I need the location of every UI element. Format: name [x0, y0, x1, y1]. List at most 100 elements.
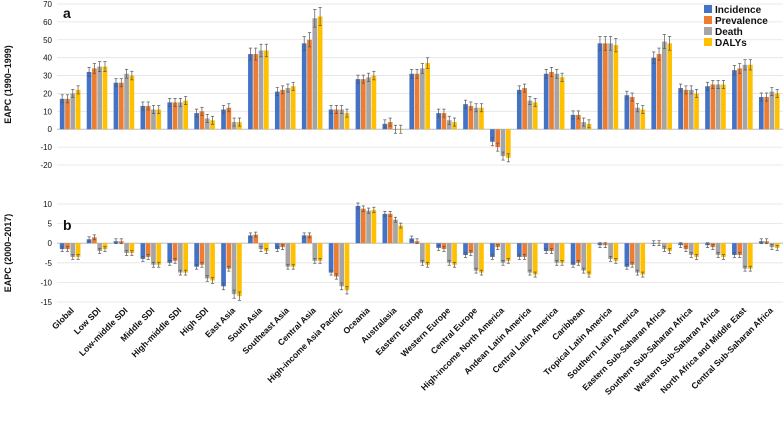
error-bar [124, 68, 129, 79]
error-bar [506, 258, 510, 264]
error-bar [598, 242, 602, 248]
bar-incidence-17 [516, 89, 522, 130]
legend-label-dalys: DALYs [715, 38, 747, 49]
error-bar [200, 106, 204, 116]
error-bar [173, 258, 177, 264]
bar-dalys-20 [613, 45, 619, 130]
bar-death-22 [662, 41, 667, 130]
bar-prevalence-10 [334, 243, 339, 277]
error-bar [329, 269, 333, 276]
bar-dalys-10 [344, 113, 350, 130]
error-bar [119, 238, 123, 245]
bar-death-10 [339, 109, 345, 130]
error-bar [92, 63, 96, 74]
bar-prevalence-25 [737, 68, 743, 130]
bar-incidence-7 [248, 235, 253, 244]
bar-dalys-14 [452, 243, 457, 265]
bar-prevalence-21 [629, 97, 635, 130]
error-bar [178, 98, 182, 107]
error-bar [345, 108, 349, 118]
bar-death-1 [97, 66, 103, 130]
error-bar [420, 63, 424, 74]
error-bar [517, 254, 521, 260]
error-bar [662, 246, 666, 252]
error-bar [275, 87, 279, 97]
error-bar [98, 248, 102, 254]
bar-dalys-20 [613, 243, 619, 261]
error-bar [281, 85, 285, 95]
error-bar [227, 103, 231, 113]
error-bar [732, 65, 737, 76]
bar-death-6 [231, 243, 237, 295]
error-bar [679, 83, 683, 93]
error-bar [232, 117, 236, 127]
bar-incidence-15 [463, 104, 468, 130]
error-bar [178, 269, 182, 276]
error-bar [65, 246, 70, 252]
error-bar [657, 240, 661, 246]
bar-incidence-6 [221, 243, 226, 287]
error-bar [549, 248, 554, 254]
error-bar [366, 207, 371, 214]
legend-label-death: Death [715, 27, 743, 38]
legend-swatch-prevalence [704, 16, 712, 24]
error-bar [71, 254, 75, 260]
bar-incidence-7 [248, 54, 253, 130]
bar-dalys-24 [721, 84, 726, 130]
bar-death-22 [662, 243, 667, 250]
bar-prevalence-4 [172, 102, 178, 130]
bar-incidence-17 [516, 243, 522, 257]
error-bar [560, 260, 564, 266]
error-bar [684, 246, 688, 252]
error-bar [765, 238, 769, 245]
error-bar [571, 261, 575, 268]
bar-death-9 [312, 243, 318, 261]
error-bar [555, 260, 559, 266]
error-bar [544, 248, 548, 254]
error-bar [442, 108, 446, 118]
bar-incidence-16 [490, 129, 495, 142]
bar-prevalence-18 [549, 71, 554, 130]
bar-incidence-6 [221, 109, 226, 130]
bar-dalys-9 [317, 243, 323, 261]
error-bar [528, 96, 532, 105]
bar-dalys-3 [156, 243, 162, 265]
y-tick-label: 40 [43, 54, 52, 63]
bar-death-4 [178, 243, 183, 273]
bar-death-0 [70, 93, 76, 130]
error-bar [130, 70, 134, 81]
bar-dalys-24 [721, 243, 726, 257]
error-bar [523, 83, 527, 93]
error-bar [383, 119, 387, 129]
error-bar [452, 117, 457, 127]
error-bar [625, 90, 629, 100]
error-bar [184, 269, 188, 276]
error-bar [281, 244, 285, 250]
error-bar [259, 246, 263, 252]
bar-incidence-21 [624, 243, 630, 267]
bar-prevalence-5 [199, 111, 205, 130]
bar-prevalence-24 [710, 84, 716, 130]
bar-death-18 [554, 243, 560, 263]
error-bar [130, 250, 134, 256]
error-bar [668, 248, 672, 254]
bar-dalys-8 [290, 86, 296, 130]
bar-prevalence-0 [65, 98, 70, 130]
error-bar [103, 61, 107, 72]
y-tick-label: -20 [40, 161, 52, 170]
bar-incidence-10 [328, 109, 334, 130]
bar-prevalence-8 [280, 89, 285, 130]
bar-dalys-6 [237, 243, 242, 297]
error-bar [426, 57, 430, 69]
error-bar [496, 244, 500, 250]
category-label: Global [50, 305, 76, 331]
error-bar [641, 271, 645, 278]
bar-death-26 [769, 91, 775, 130]
error-bar [307, 232, 312, 239]
bar-dalys-18 [559, 77, 565, 130]
error-bar [420, 260, 424, 266]
error-bar [571, 110, 575, 120]
bar-prevalence-20 [602, 43, 608, 130]
bar-dalys-17 [532, 102, 538, 130]
